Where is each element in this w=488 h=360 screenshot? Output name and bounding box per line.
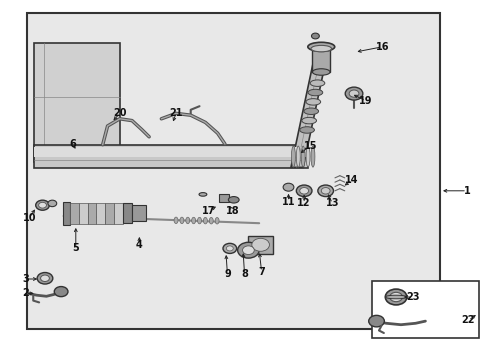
Circle shape xyxy=(37,273,53,284)
Bar xyxy=(70,203,79,224)
Circle shape xyxy=(348,90,358,97)
Text: 4: 4 xyxy=(136,240,142,250)
Bar xyxy=(34,147,307,157)
Text: 13: 13 xyxy=(325,198,339,208)
Ellipse shape xyxy=(310,45,331,52)
Ellipse shape xyxy=(307,89,322,96)
Bar xyxy=(34,145,307,168)
Text: 3: 3 xyxy=(22,274,29,284)
Text: 2: 2 xyxy=(22,288,29,298)
Circle shape xyxy=(251,238,269,251)
Bar xyxy=(62,202,70,225)
Circle shape xyxy=(36,200,49,210)
Circle shape xyxy=(283,183,293,191)
Text: 7: 7 xyxy=(258,267,264,277)
Circle shape xyxy=(389,292,402,302)
Ellipse shape xyxy=(296,146,300,167)
Bar xyxy=(114,203,122,224)
Bar xyxy=(96,203,105,224)
Text: 9: 9 xyxy=(224,269,230,279)
Text: 6: 6 xyxy=(69,139,76,149)
Text: 1: 1 xyxy=(463,186,469,196)
Ellipse shape xyxy=(180,217,183,224)
Text: 23: 23 xyxy=(406,292,419,302)
Text: 22: 22 xyxy=(461,315,474,325)
Ellipse shape xyxy=(215,217,219,224)
Ellipse shape xyxy=(185,217,189,224)
Ellipse shape xyxy=(305,146,309,167)
Bar xyxy=(312,47,329,72)
Text: 11: 11 xyxy=(281,197,295,207)
Text: 10: 10 xyxy=(22,213,36,223)
Text: 14: 14 xyxy=(345,175,358,185)
Ellipse shape xyxy=(312,69,329,75)
Ellipse shape xyxy=(301,146,305,167)
Bar xyxy=(218,194,229,202)
Circle shape xyxy=(317,185,333,197)
Ellipse shape xyxy=(307,42,334,51)
Circle shape xyxy=(237,242,259,258)
Bar xyxy=(248,236,272,254)
Bar xyxy=(79,203,87,224)
Text: 15: 15 xyxy=(303,141,317,151)
Text: 8: 8 xyxy=(241,269,247,279)
Text: 21: 21 xyxy=(169,108,183,118)
Bar xyxy=(122,203,131,223)
Circle shape xyxy=(39,202,46,208)
Circle shape xyxy=(368,315,384,327)
Text: 20: 20 xyxy=(113,108,126,118)
Text: 19: 19 xyxy=(358,96,372,106)
Bar xyxy=(105,203,114,224)
Ellipse shape xyxy=(199,193,206,196)
Circle shape xyxy=(311,33,319,39)
Ellipse shape xyxy=(305,99,320,105)
Ellipse shape xyxy=(310,146,314,167)
Text: 12: 12 xyxy=(297,198,310,208)
Ellipse shape xyxy=(209,217,213,224)
Ellipse shape xyxy=(385,295,406,299)
Circle shape xyxy=(299,188,308,194)
Text: 16: 16 xyxy=(375,42,388,52)
Circle shape xyxy=(321,188,329,194)
Ellipse shape xyxy=(197,217,201,224)
Ellipse shape xyxy=(309,80,324,86)
Bar xyxy=(27,13,439,329)
Circle shape xyxy=(223,243,236,253)
Ellipse shape xyxy=(303,108,318,114)
Ellipse shape xyxy=(228,197,239,203)
Text: 17: 17 xyxy=(202,206,215,216)
Text: 5: 5 xyxy=(72,243,79,253)
Ellipse shape xyxy=(203,217,207,224)
Circle shape xyxy=(41,275,49,282)
Ellipse shape xyxy=(174,217,178,224)
Polygon shape xyxy=(290,52,327,167)
Bar xyxy=(87,203,96,224)
Circle shape xyxy=(226,246,233,251)
Circle shape xyxy=(48,200,57,207)
Ellipse shape xyxy=(299,127,314,133)
Ellipse shape xyxy=(301,117,316,124)
Ellipse shape xyxy=(291,146,295,167)
Bar xyxy=(131,205,146,221)
Circle shape xyxy=(345,87,362,100)
Polygon shape xyxy=(34,43,120,162)
Circle shape xyxy=(296,185,311,197)
Bar xyxy=(371,281,478,338)
Circle shape xyxy=(242,246,254,255)
Text: 18: 18 xyxy=(225,206,239,216)
Circle shape xyxy=(54,287,68,297)
Circle shape xyxy=(385,289,406,305)
Ellipse shape xyxy=(191,217,195,224)
